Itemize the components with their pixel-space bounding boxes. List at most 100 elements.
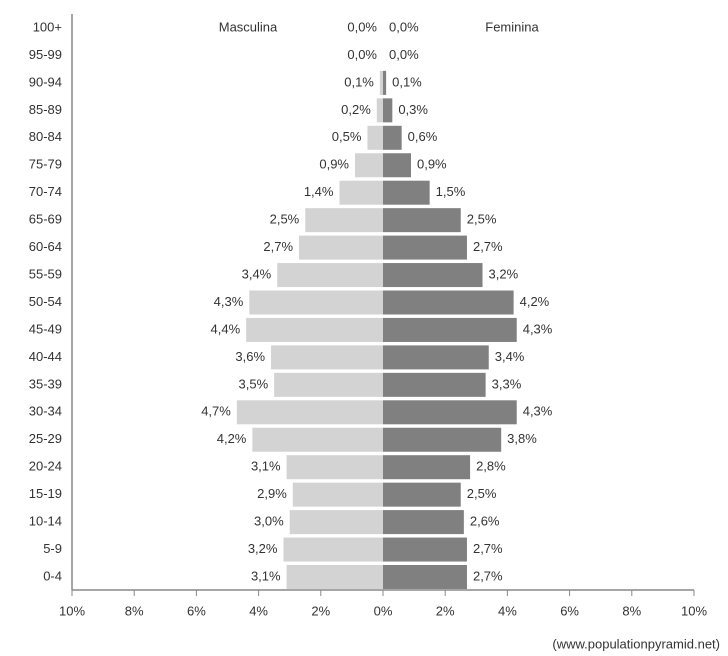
bar xyxy=(383,235,467,260)
data-label: 3,0% xyxy=(254,514,284,529)
data-label: 3,6% xyxy=(235,349,265,364)
data-label: 2,6% xyxy=(470,514,500,529)
x-tick-label: 2% xyxy=(311,603,330,618)
data-label: 0,6% xyxy=(408,129,438,144)
y-tick-label: 45-49 xyxy=(29,321,62,336)
data-label: 2,5% xyxy=(467,486,497,501)
x-tick-label: 8% xyxy=(622,603,641,618)
bar xyxy=(246,317,383,342)
x-tick-label: 6% xyxy=(187,603,206,618)
x-tick-label: 6% xyxy=(560,603,579,618)
bar xyxy=(383,400,517,425)
data-label: 0,0% xyxy=(389,47,419,62)
y-tick-label: 70-74 xyxy=(29,184,62,199)
bar xyxy=(383,510,464,535)
data-label: 3,1% xyxy=(251,568,281,583)
data-label: 0,3% xyxy=(398,102,428,117)
source: (www.populationpyramid.net) xyxy=(552,636,720,651)
data-label: 2,5% xyxy=(467,212,497,227)
bar xyxy=(383,98,393,123)
data-label: 3,1% xyxy=(251,459,281,474)
bar xyxy=(292,482,383,507)
bar xyxy=(383,565,467,589)
data-label: 2,7% xyxy=(473,239,503,254)
bar xyxy=(383,345,489,370)
data-label: 2,7% xyxy=(263,239,293,254)
data-label: 0,0% xyxy=(389,19,419,34)
data-label: 4,3% xyxy=(523,321,553,336)
y-tick-label: 90-94 xyxy=(29,74,62,89)
data-label: 0,5% xyxy=(332,129,362,144)
data-label: 2,5% xyxy=(270,212,300,227)
data-label: 0,0% xyxy=(347,47,377,62)
y-tick-label: 65-69 xyxy=(29,212,62,227)
y-tick-label: 60-64 xyxy=(29,239,62,254)
data-label: 4,4% xyxy=(211,321,241,336)
data-label: 4,2% xyxy=(217,431,247,446)
y-tick-label: 20-24 xyxy=(29,459,62,474)
bar xyxy=(249,290,383,315)
x-tick-label: 8% xyxy=(125,603,144,618)
bar xyxy=(383,455,471,480)
data-label: 0,9% xyxy=(319,157,349,172)
bar xyxy=(383,70,387,95)
x-tick-label: 0% xyxy=(374,603,393,618)
y-tick-label: 35-39 xyxy=(29,376,62,391)
bar xyxy=(383,180,430,205)
bar xyxy=(274,372,383,397)
y-tick-label: 5-9 xyxy=(43,541,62,556)
data-label: 3,8% xyxy=(507,431,537,446)
y-tick-label: 80-84 xyxy=(29,129,62,144)
data-label: 3,3% xyxy=(492,376,522,391)
y-tick-label: 30-34 xyxy=(29,404,62,419)
y-tick-label: 40-44 xyxy=(29,349,62,364)
data-label: 3,4% xyxy=(242,266,272,281)
data-label: 3,2% xyxy=(248,541,278,556)
data-label: 4,2% xyxy=(520,294,550,309)
data-label: 4,7% xyxy=(201,404,231,419)
legend-label: Feminina xyxy=(485,19,539,34)
bar xyxy=(383,290,514,315)
bar xyxy=(289,510,383,535)
bar xyxy=(236,400,383,425)
data-label: 0,0% xyxy=(347,19,377,34)
bar xyxy=(383,372,486,397)
bar xyxy=(305,208,383,233)
y-tick-label: 10-14 xyxy=(29,514,62,529)
data-label: 1,4% xyxy=(304,184,334,199)
data-label: 2,9% xyxy=(257,486,287,501)
y-tick-label: 75-79 xyxy=(29,157,62,172)
data-label: 3,2% xyxy=(489,266,519,281)
bar xyxy=(339,180,383,205)
data-label: 0,9% xyxy=(417,157,447,172)
data-label: 2,7% xyxy=(473,541,503,556)
legend-label: Masculina xyxy=(219,19,278,34)
bar xyxy=(252,427,383,452)
bar xyxy=(383,153,411,178)
bar xyxy=(271,345,383,370)
data-label: 2,8% xyxy=(476,459,506,474)
y-tick-label: 0-4 xyxy=(43,568,62,583)
data-label: 3,5% xyxy=(239,376,269,391)
y-tick-label: 50-54 xyxy=(29,294,62,309)
bar xyxy=(383,263,483,288)
x-tick-label: 2% xyxy=(436,603,455,618)
data-label: 0,1% xyxy=(392,74,422,89)
x-tick-label: 10% xyxy=(681,603,707,618)
bar xyxy=(367,125,383,150)
bar xyxy=(383,125,402,150)
data-label: 4,3% xyxy=(523,404,553,419)
bar xyxy=(286,565,383,589)
y-tick-label: 85-89 xyxy=(29,102,62,117)
bar xyxy=(277,263,383,288)
bar xyxy=(355,153,383,178)
bar xyxy=(383,537,467,562)
data-label: 4,3% xyxy=(214,294,244,309)
data-label: 3,4% xyxy=(495,349,525,364)
data-label: 1,5% xyxy=(436,184,466,199)
bar xyxy=(286,455,383,480)
y-tick-label: 100+ xyxy=(33,19,62,34)
data-label: 2,7% xyxy=(473,568,503,583)
y-tick-label: 15-19 xyxy=(29,486,62,501)
